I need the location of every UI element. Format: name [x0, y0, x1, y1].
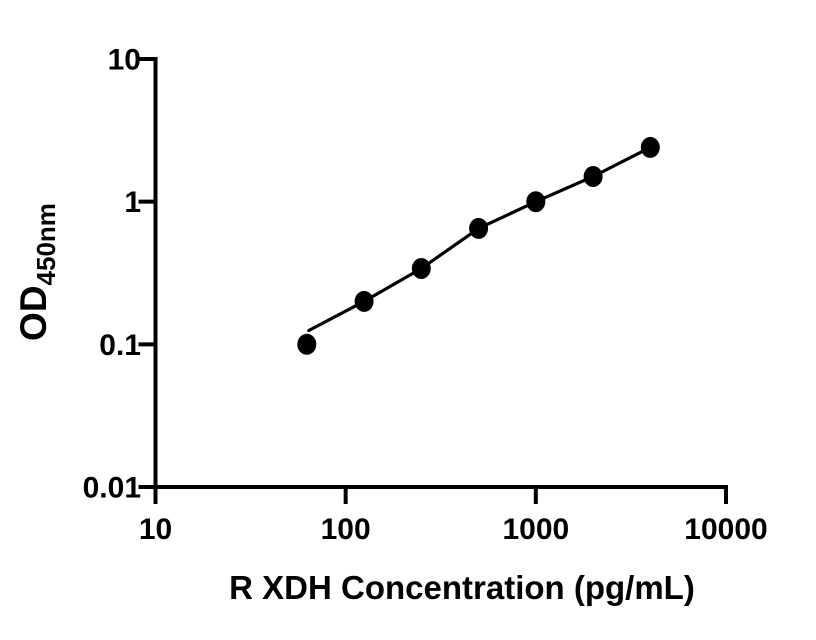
y-tick-label: 10 [108, 44, 141, 77]
data-point [411, 258, 431, 279]
data-point [583, 166, 603, 187]
x-tick-label: 1000 [502, 513, 569, 546]
y-tick-label: 0.01 [83, 472, 141, 505]
x-axis-title: R XDH Concentration (pg/mL) [229, 569, 695, 606]
axes-group: 10 100 1000 10000 0.01 0.1 1 10 [83, 44, 768, 547]
y-axis-title-main: OD [13, 285, 54, 341]
x-tick-label: 100 [321, 513, 371, 546]
y-tick-label: 1 [124, 186, 141, 219]
data-point [640, 136, 660, 158]
y-axis-title: OD450nm [13, 203, 61, 341]
x-tick-label: 10 [139, 513, 172, 546]
y-tick-label: 0.1 [99, 329, 141, 362]
data-point [297, 333, 317, 355]
data-point [469, 217, 489, 239]
data-point [354, 290, 374, 312]
x-tick-label: 10000 [684, 513, 767, 546]
series-group [297, 136, 660, 355]
data-point [526, 191, 546, 213]
y-axis-title-sub: 450nm [31, 203, 61, 285]
